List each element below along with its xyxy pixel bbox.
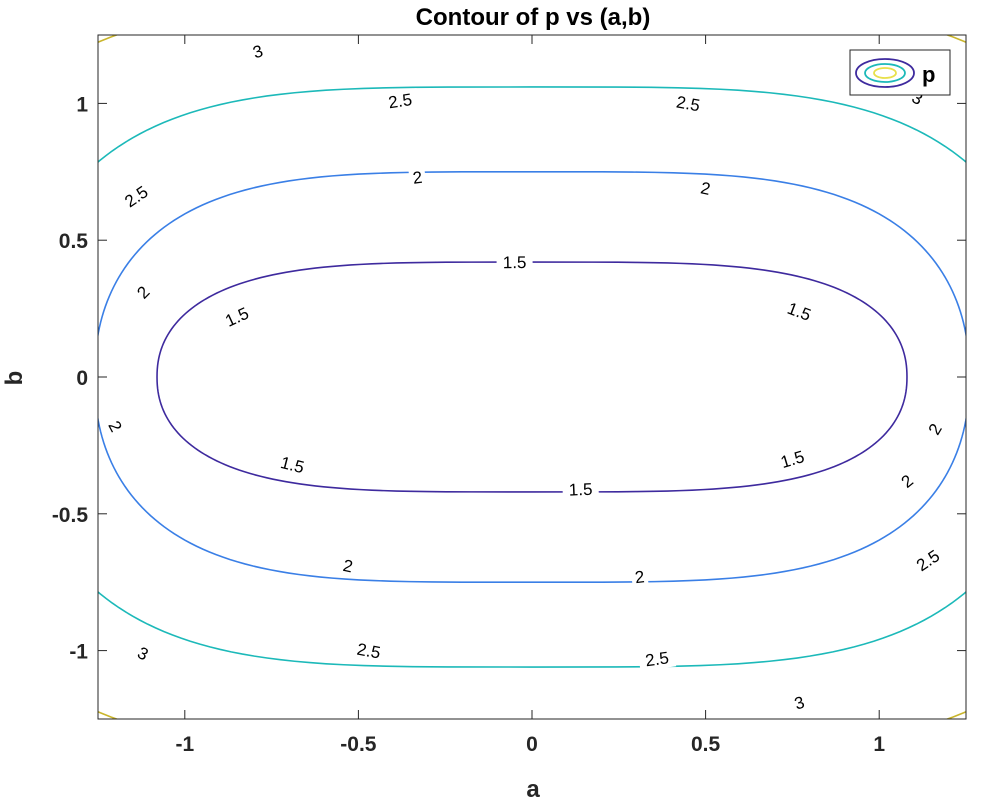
contour-label-bg	[630, 565, 649, 588]
contour-label-bg	[247, 39, 269, 64]
legend-icon-middle	[864, 63, 906, 83]
contour-label-group: 2	[338, 554, 358, 578]
contour-label-bg	[907, 541, 949, 579]
contour-label: 2	[341, 556, 354, 577]
plot-background	[98, 35, 966, 719]
contour-label: 2	[412, 168, 424, 188]
x-tick-label: 0.5	[691, 733, 721, 756]
x-tick-label: 1	[873, 733, 885, 756]
contour-label-bg	[894, 468, 920, 494]
chart-title: Contour of p vs (a,b)	[416, 4, 651, 31]
contour-label-group: 2.5	[668, 90, 708, 117]
contour-label-group: 2	[894, 468, 920, 494]
contour-label-bg	[637, 646, 677, 672]
contour-label-bg	[922, 417, 948, 441]
y-tick-label: -1	[69, 641, 88, 664]
legend: p	[849, 49, 951, 96]
contour-label-group: 2	[695, 176, 716, 200]
contour-line-2-5	[98, 86, 966, 668]
y-tick-label: -0.5	[52, 504, 89, 527]
contour-label: 2.5	[644, 648, 670, 670]
contour-label-group: 2.5	[637, 646, 677, 672]
x-tick-label: -0.5	[340, 733, 377, 756]
contour-label-bg	[338, 554, 358, 578]
y-axis-label: b	[1, 371, 28, 386]
contour-label-bg	[380, 88, 420, 114]
contour-label-group: 2	[630, 565, 649, 588]
contour-lines	[98, 35, 966, 719]
contour-label-bg	[788, 690, 810, 715]
contour-label-bg	[772, 444, 813, 474]
contour-label-group: 2	[408, 166, 427, 189]
contour-label-group: 1.5	[562, 478, 599, 500]
contour-label: 1.5	[503, 253, 527, 272]
contour-line-1-5	[156, 261, 908, 493]
contour-label-bg	[562, 478, 599, 500]
contour-label-group: 2	[102, 414, 128, 438]
contour-label: 2	[699, 178, 712, 198]
contour-label-bg	[778, 295, 820, 328]
x-tick-label: 0	[526, 733, 538, 756]
contour-label-group: 2.5	[380, 88, 420, 114]
contour-label-bg	[496, 251, 533, 273]
contour-label-bg	[102, 414, 128, 438]
contour-label: 2	[634, 567, 646, 587]
contour-label-group: 3	[247, 39, 269, 64]
y-tick-label: 0.5	[59, 230, 89, 253]
contour-label-group: 1.5	[496, 251, 533, 273]
legend-icon-outer	[855, 58, 915, 88]
x-axis-label: a	[526, 776, 540, 801]
contour-label-bg	[349, 637, 389, 664]
contour-label-group: 3	[788, 690, 810, 715]
contour-label: 2.5	[387, 90, 413, 112]
legend-box	[849, 49, 951, 96]
contour-label-bg	[408, 166, 427, 189]
contour-label-bg	[131, 640, 155, 666]
contour-label-bg	[695, 176, 716, 200]
contour-label-bg	[216, 300, 258, 334]
contour-line-2	[98, 171, 966, 584]
contour-label-bg	[668, 90, 708, 117]
contour-label-group: 2.5	[349, 637, 389, 664]
x-tick-label: -1	[175, 733, 194, 756]
contour-label-bg	[115, 178, 157, 215]
contour-label-bg	[272, 450, 313, 479]
contour-label-group: 2	[130, 279, 156, 305]
contour-label: 1.5	[568, 480, 592, 500]
y-tick-label: 0	[76, 367, 88, 390]
contour-label-group: 3	[131, 640, 155, 666]
contour-label: 2.5	[675, 92, 702, 115]
contour-label-group: 2	[922, 417, 948, 441]
contour-label-bg	[130, 279, 156, 305]
contour-label: 2.5	[355, 640, 382, 663]
legend-icon-inner	[873, 67, 897, 79]
y-tick-label: 1	[76, 93, 88, 116]
legend-entry-p: p	[922, 62, 935, 87]
